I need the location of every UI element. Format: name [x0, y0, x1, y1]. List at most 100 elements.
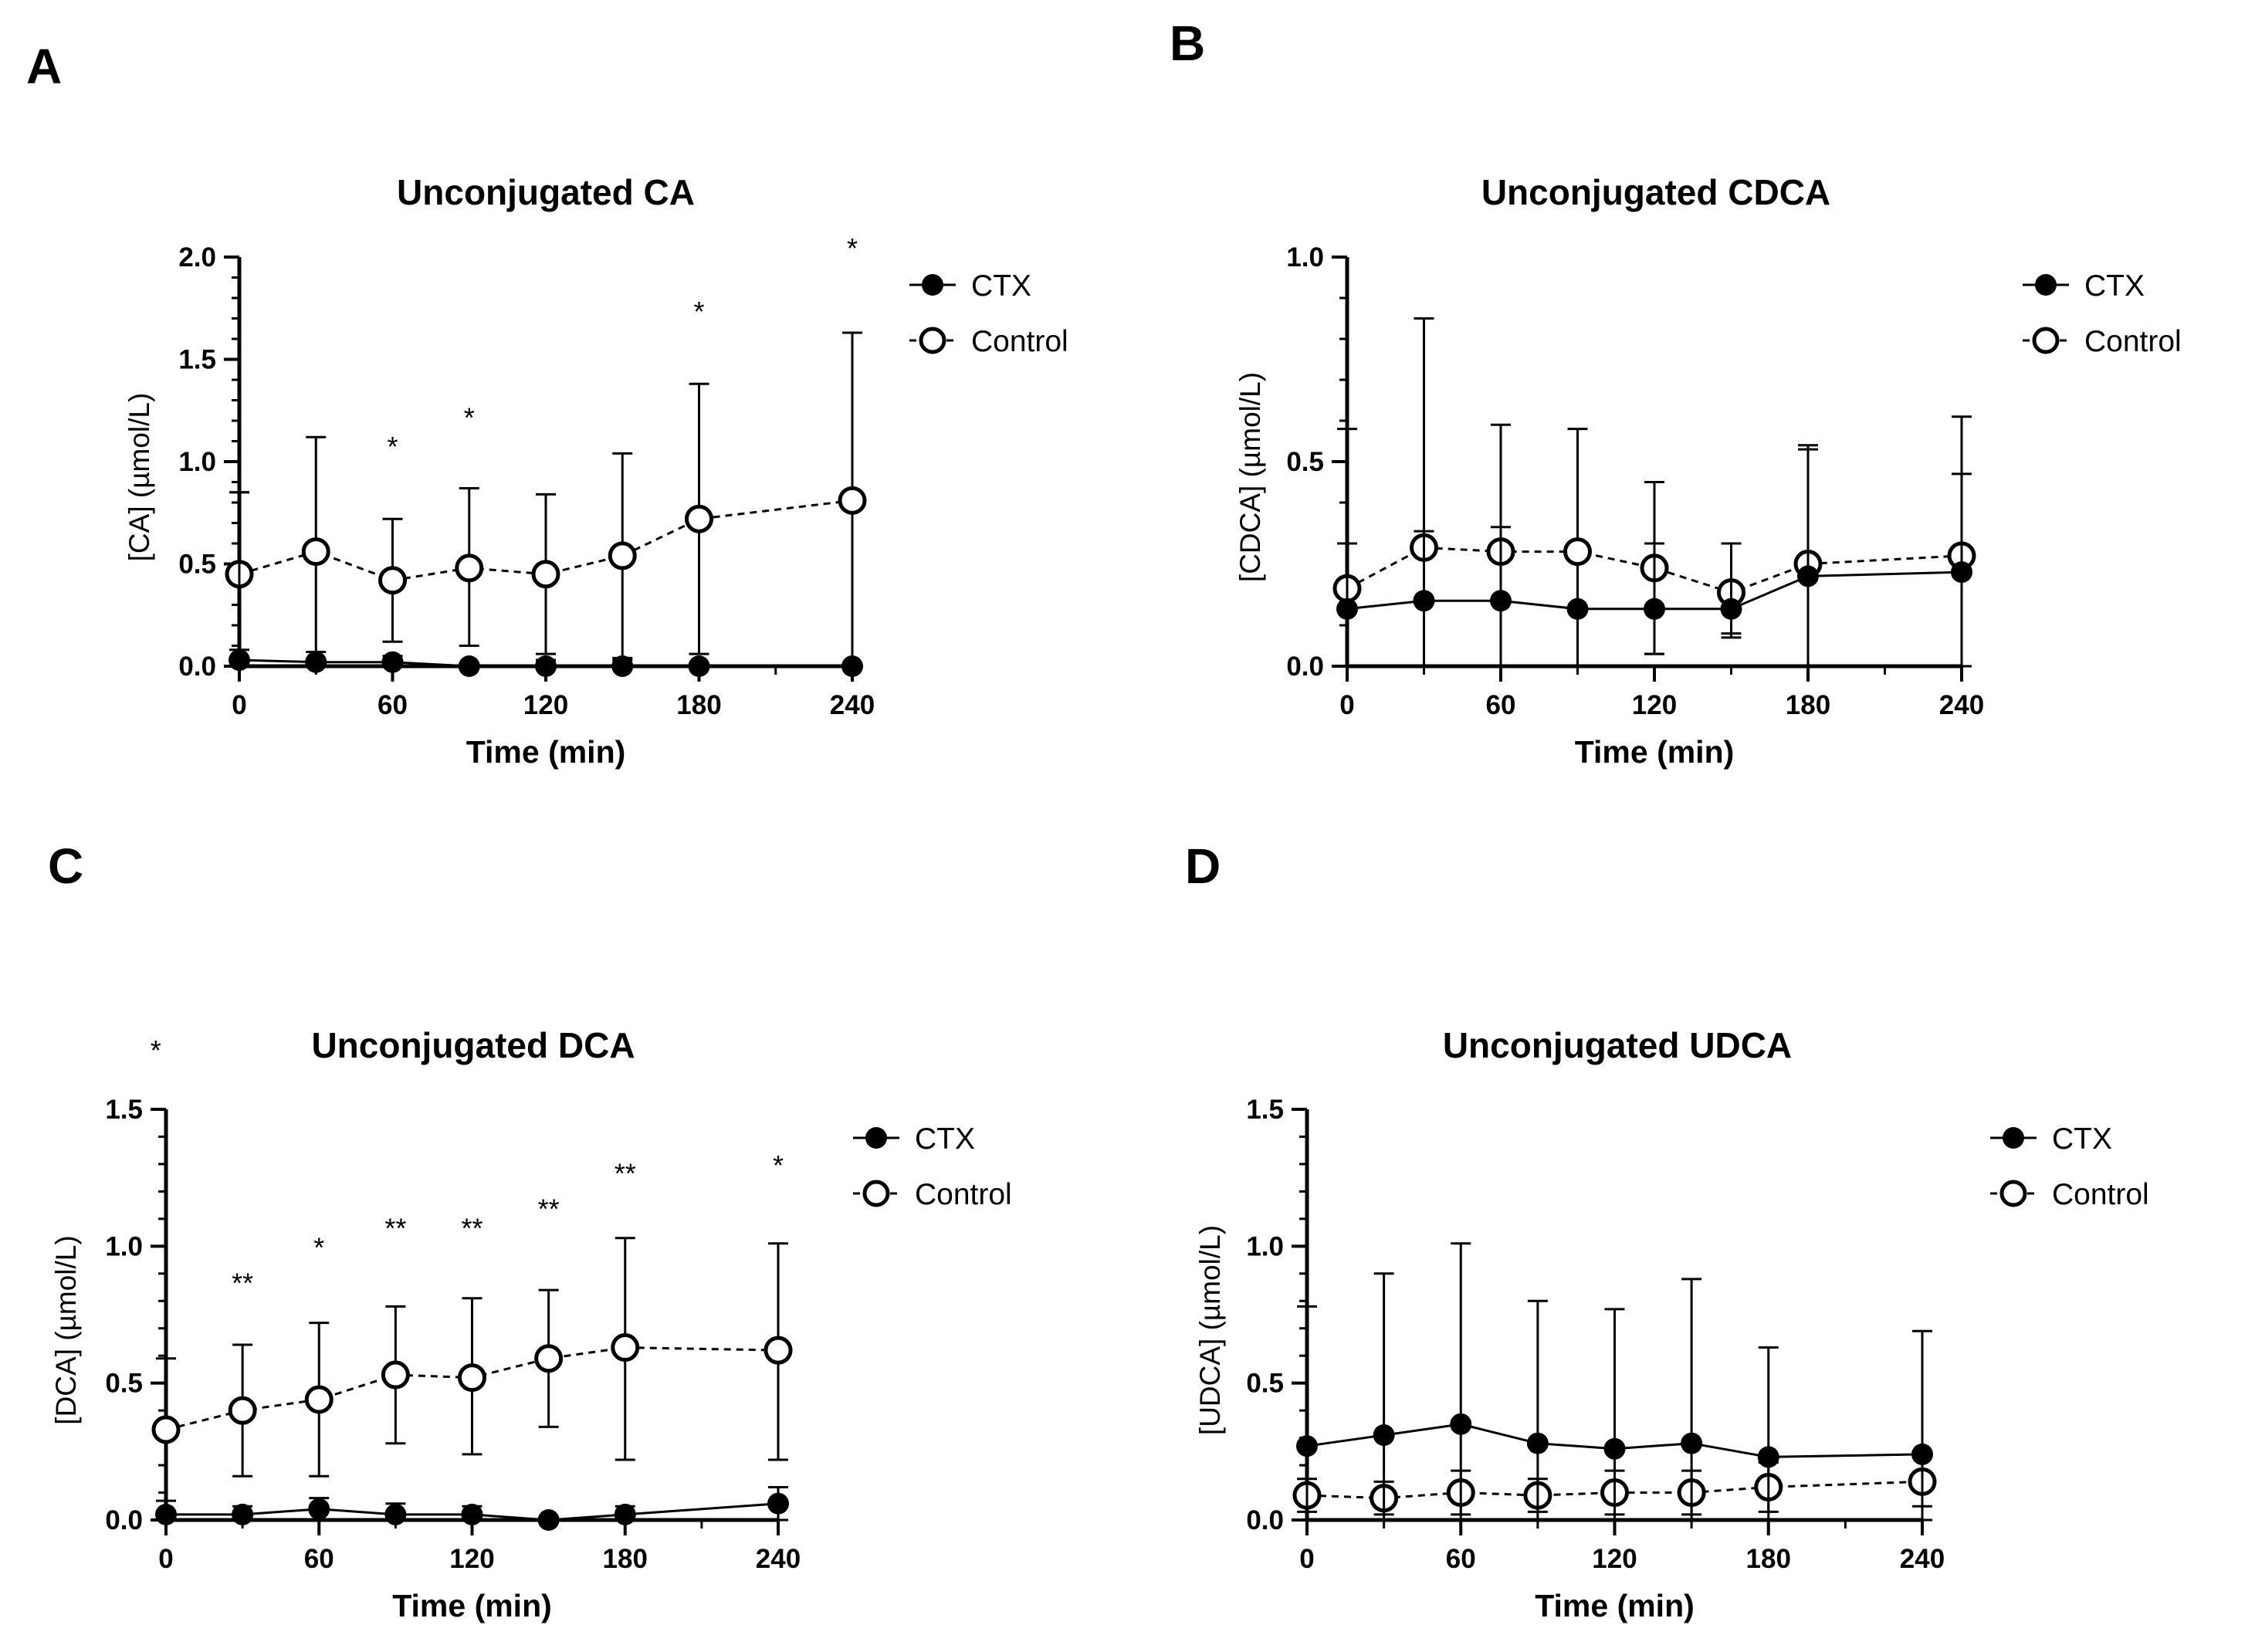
y-axis-title: [DCA] (µmol/L): [50, 1235, 82, 1424]
data-point: [767, 1492, 789, 1515]
series-line: [239, 658, 852, 668]
significance-marker: *: [847, 232, 858, 264]
legend: CTX Control: [909, 269, 1068, 358]
data-point: [381, 651, 404, 673]
chart-panel-d: D Unconjugated UDCA 0.0 0.5 1.0 1.5 0 60 120 180 2…: [1185, 838, 2149, 1623]
series-ctx: [155, 1485, 789, 1531]
legend-label: Control: [2052, 1178, 2149, 1211]
significance-marker: *: [151, 1034, 161, 1066]
data-point: [1526, 1432, 1549, 1454]
data-point: [461, 1503, 483, 1525]
legend-marker: [2035, 274, 2057, 296]
x-tick-label: 60: [378, 690, 408, 720]
legend-marker: [2032, 327, 2060, 354]
x-tick-label: 240: [1900, 1544, 1945, 1574]
data-point: [228, 1396, 257, 1425]
data-point: [232, 1503, 254, 1525]
data-point: [764, 1335, 793, 1365]
data-point: [685, 504, 713, 533]
x-axis-title: Time (min): [392, 1588, 552, 1623]
x-axis-title: Time (min): [1575, 734, 1735, 770]
y-tick-label: 0.0: [1286, 652, 1324, 682]
x-tick-label: 120: [449, 1544, 494, 1574]
data-point: [458, 655, 480, 677]
significance-marker: **: [232, 1267, 253, 1298]
legend: CTX Control: [1990, 1122, 2149, 1211]
y-tick-label: 0.5: [1246, 1369, 1284, 1399]
panel-letter: A: [26, 39, 62, 94]
data-point: [688, 655, 710, 677]
series-control: [151, 1237, 793, 1522]
data-point: [537, 1509, 560, 1531]
y-tick-label: 1.5: [1246, 1095, 1284, 1125]
series-line: [166, 1502, 779, 1522]
y-tick-label: 2.0: [178, 242, 216, 273]
data-point: [614, 1503, 636, 1525]
panel-letter: B: [1170, 15, 1205, 71]
significance-marker: **: [615, 1158, 636, 1190]
data-point: [305, 651, 327, 673]
data-point: [1336, 597, 1358, 620]
x-tick-label: 180: [1746, 1544, 1791, 1574]
significance-marker: *: [693, 296, 704, 327]
data-point: [1681, 1432, 1703, 1454]
data-point: [378, 566, 407, 595]
significance-marker: **: [538, 1193, 560, 1225]
series-line: [239, 499, 853, 582]
chart-panel-b: B Unconjugated CDCA 0.0 0.5 1.0 0 60 120 180 240 T…: [1170, 15, 2182, 770]
x-tick-label: 0: [158, 1544, 173, 1574]
data-point: [381, 1360, 410, 1390]
legend-marker: [919, 327, 946, 354]
x-axis-title: Time (min): [1535, 1588, 1695, 1623]
legend-marker: [922, 274, 943, 296]
data-point: [304, 1385, 334, 1414]
y-tick-label: 1.0: [105, 1231, 143, 1261]
x-tick-label: 0: [1299, 1544, 1314, 1574]
data-point: [155, 1503, 177, 1525]
legend-label: CTX: [2084, 269, 2145, 303]
significance-marker: **: [384, 1213, 406, 1244]
data-point: [458, 1363, 486, 1393]
x-tick-label: 180: [1786, 690, 1830, 720]
significance-marker: *: [773, 1149, 784, 1181]
legend-label: Control: [915, 1178, 1012, 1211]
x-tick-label: 120: [1592, 1544, 1637, 1574]
y-tick-label: 0.5: [105, 1369, 143, 1399]
legend: CTX Control: [2023, 269, 2182, 358]
data-point: [611, 655, 634, 677]
y-tick-label: 1.0: [178, 447, 216, 477]
x-tick-label: 60: [1446, 1544, 1476, 1574]
chart-panel-a: A Unconjugated CA 0.0 0.5 1.0 1.5 2.0 0 60 120 180…: [26, 39, 1068, 770]
data-point: [534, 1344, 564, 1373]
legend-label: CTX: [2052, 1122, 2112, 1156]
data-point: [1757, 1446, 1779, 1468]
series-ctx: [1296, 1242, 1933, 1522]
data-point: [1720, 597, 1742, 620]
data-point: [608, 541, 637, 570]
data-point: [1373, 1424, 1395, 1447]
x-tick-label: 60: [304, 1544, 334, 1574]
y-axis-title: [CA] (µmol/L): [124, 393, 155, 562]
data-point: [229, 649, 250, 672]
legend: CTX Control: [853, 1122, 1012, 1211]
chart-panel-c: C Unconjugated DCA 0.0 0.5 1.0 1.5 0 60 120 180 24…: [48, 838, 1012, 1623]
y-tick-label: 1.5: [105, 1095, 143, 1125]
panel-letter: D: [1185, 838, 1221, 894]
data-point: [531, 560, 560, 589]
x-tick-label: 180: [676, 690, 721, 720]
data-point: [611, 1333, 640, 1363]
series-line: [1346, 570, 1962, 611]
data-point: [1413, 590, 1435, 612]
legend-marker: [862, 1180, 890, 1207]
legend-label: Control: [2084, 325, 2182, 358]
x-tick-label: 240: [1939, 690, 1984, 720]
y-tick-label: 0.0: [105, 1505, 143, 1535]
data-point: [1450, 1413, 1472, 1435]
x-tick-label: 60: [1486, 690, 1516, 720]
significance-marker: **: [461, 1213, 482, 1244]
data-point: [1797, 565, 1819, 587]
significance-marker: *: [313, 1231, 324, 1263]
data-point: [384, 1503, 407, 1525]
x-tick-label: 120: [523, 690, 568, 720]
